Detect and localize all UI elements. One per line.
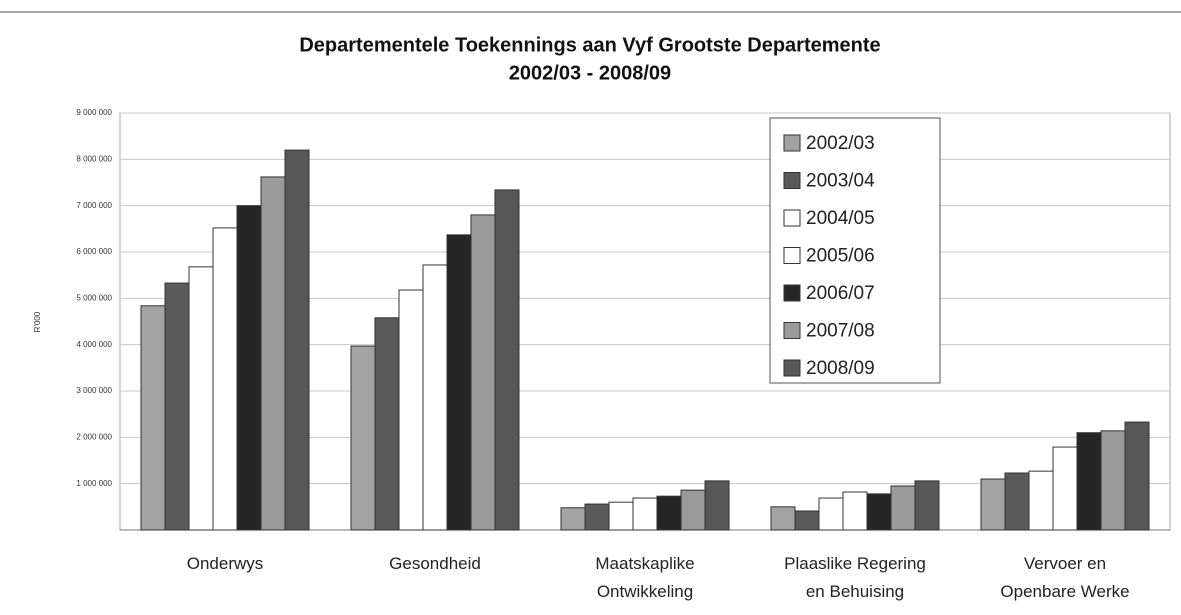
x-tick-label: Gesondheid: [389, 554, 481, 573]
y-tick-label: 7 000 000: [76, 201, 112, 210]
y-tick-label: 2 000 000: [76, 432, 112, 441]
bar: [1100, 430, 1126, 531]
bar: [680, 489, 706, 531]
chart-subtitle: 2002/03 - 2008/09: [509, 62, 671, 84]
y-axis-label: R'000: [33, 311, 42, 332]
bar: [470, 214, 496, 531]
y-tick-label: 5 000 000: [76, 293, 112, 302]
legend-swatch: [783, 247, 801, 264]
chart-title: Departementele Toekennings aan Vyf Groot…: [299, 34, 880, 56]
legend-label: 2003/04: [806, 171, 875, 192]
bar: [188, 266, 214, 531]
bar: [422, 264, 448, 531]
bar: [914, 480, 940, 531]
bar: [1076, 432, 1102, 531]
bar: [656, 495, 682, 531]
legend-label: 2005/06: [806, 246, 875, 267]
bar: [608, 501, 634, 531]
bar: [446, 234, 472, 531]
legend-label: 2008/09: [806, 358, 875, 379]
bar: [1124, 421, 1150, 531]
legend-label: 2007/08: [806, 321, 875, 342]
x-tick-label: Onderwys: [186, 554, 264, 573]
bar: [1052, 446, 1078, 531]
x-tick-label: Plaaslike Regering en Behuising: [784, 554, 926, 601]
bar: [374, 317, 400, 531]
bar: [212, 227, 238, 531]
bar: [260, 176, 286, 531]
bar: [560, 507, 586, 531]
y-tick-label: 3 000 000: [76, 386, 112, 395]
bar: [584, 503, 610, 531]
bar: [236, 205, 262, 531]
legend-swatch: [783, 322, 801, 339]
y-tick-label: 6 000 000: [76, 247, 112, 256]
bar: [494, 189, 520, 531]
bar: [350, 345, 376, 531]
bar: [140, 305, 166, 531]
y-tick-label: 8 000 000: [76, 154, 112, 163]
y-tick-label: 9 000 000: [76, 108, 112, 117]
legend-label: 2002/03: [806, 133, 875, 154]
bar: [770, 506, 796, 531]
bar: [842, 491, 868, 531]
bar: [818, 497, 844, 531]
bar: [980, 478, 1006, 531]
bar: [1028, 470, 1054, 531]
legend-swatch: [783, 209, 801, 227]
y-tick-label: 1 000 000: [76, 479, 112, 488]
legend-label: 2006/07: [806, 283, 875, 304]
bar: [1004, 472, 1030, 531]
bar: [704, 480, 730, 531]
x-tick-label: Vervoer en Openbare Werke: [1000, 554, 1130, 601]
bar: [164, 282, 190, 531]
bar: [398, 289, 424, 531]
legend-label: 2004/05: [806, 208, 875, 229]
bar: [794, 510, 820, 531]
bar: [632, 497, 658, 531]
legend-swatch: [783, 134, 801, 152]
x-tick-label: Maatskaplike Ontwikkeling: [595, 554, 695, 601]
y-tick-label: 4 000 000: [76, 340, 112, 349]
bar: [284, 149, 310, 531]
legend-swatch: [783, 359, 801, 377]
legend-swatch: [783, 284, 801, 302]
bar: [890, 485, 916, 531]
bar: [866, 493, 892, 531]
legend-swatch: [783, 172, 801, 189]
